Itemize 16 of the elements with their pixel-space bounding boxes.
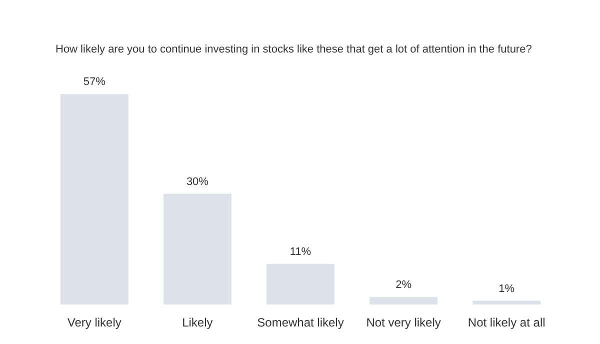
data-label: 11% [290,246,312,258]
x-tick-label: Likely [182,316,213,330]
bar [370,297,438,304]
bar [266,264,335,304]
x-tick-label: Somewhat likely [257,316,344,330]
data-label: 57% [83,76,106,88]
bar [60,94,128,304]
chart-title: How likely are you to continue investing in stocks like these that get a lot of attention in the future? [56,44,532,56]
data-label: 1% [498,282,515,295]
x-tick-label: Not likely at all [468,316,546,330]
x-tick-label: Not very likely [366,316,441,330]
bar [472,300,541,304]
data-label: 2% [396,279,412,292]
x-tick-label: Very likely [67,316,122,330]
data-label: 30% [186,176,209,188]
bar [163,194,232,304]
